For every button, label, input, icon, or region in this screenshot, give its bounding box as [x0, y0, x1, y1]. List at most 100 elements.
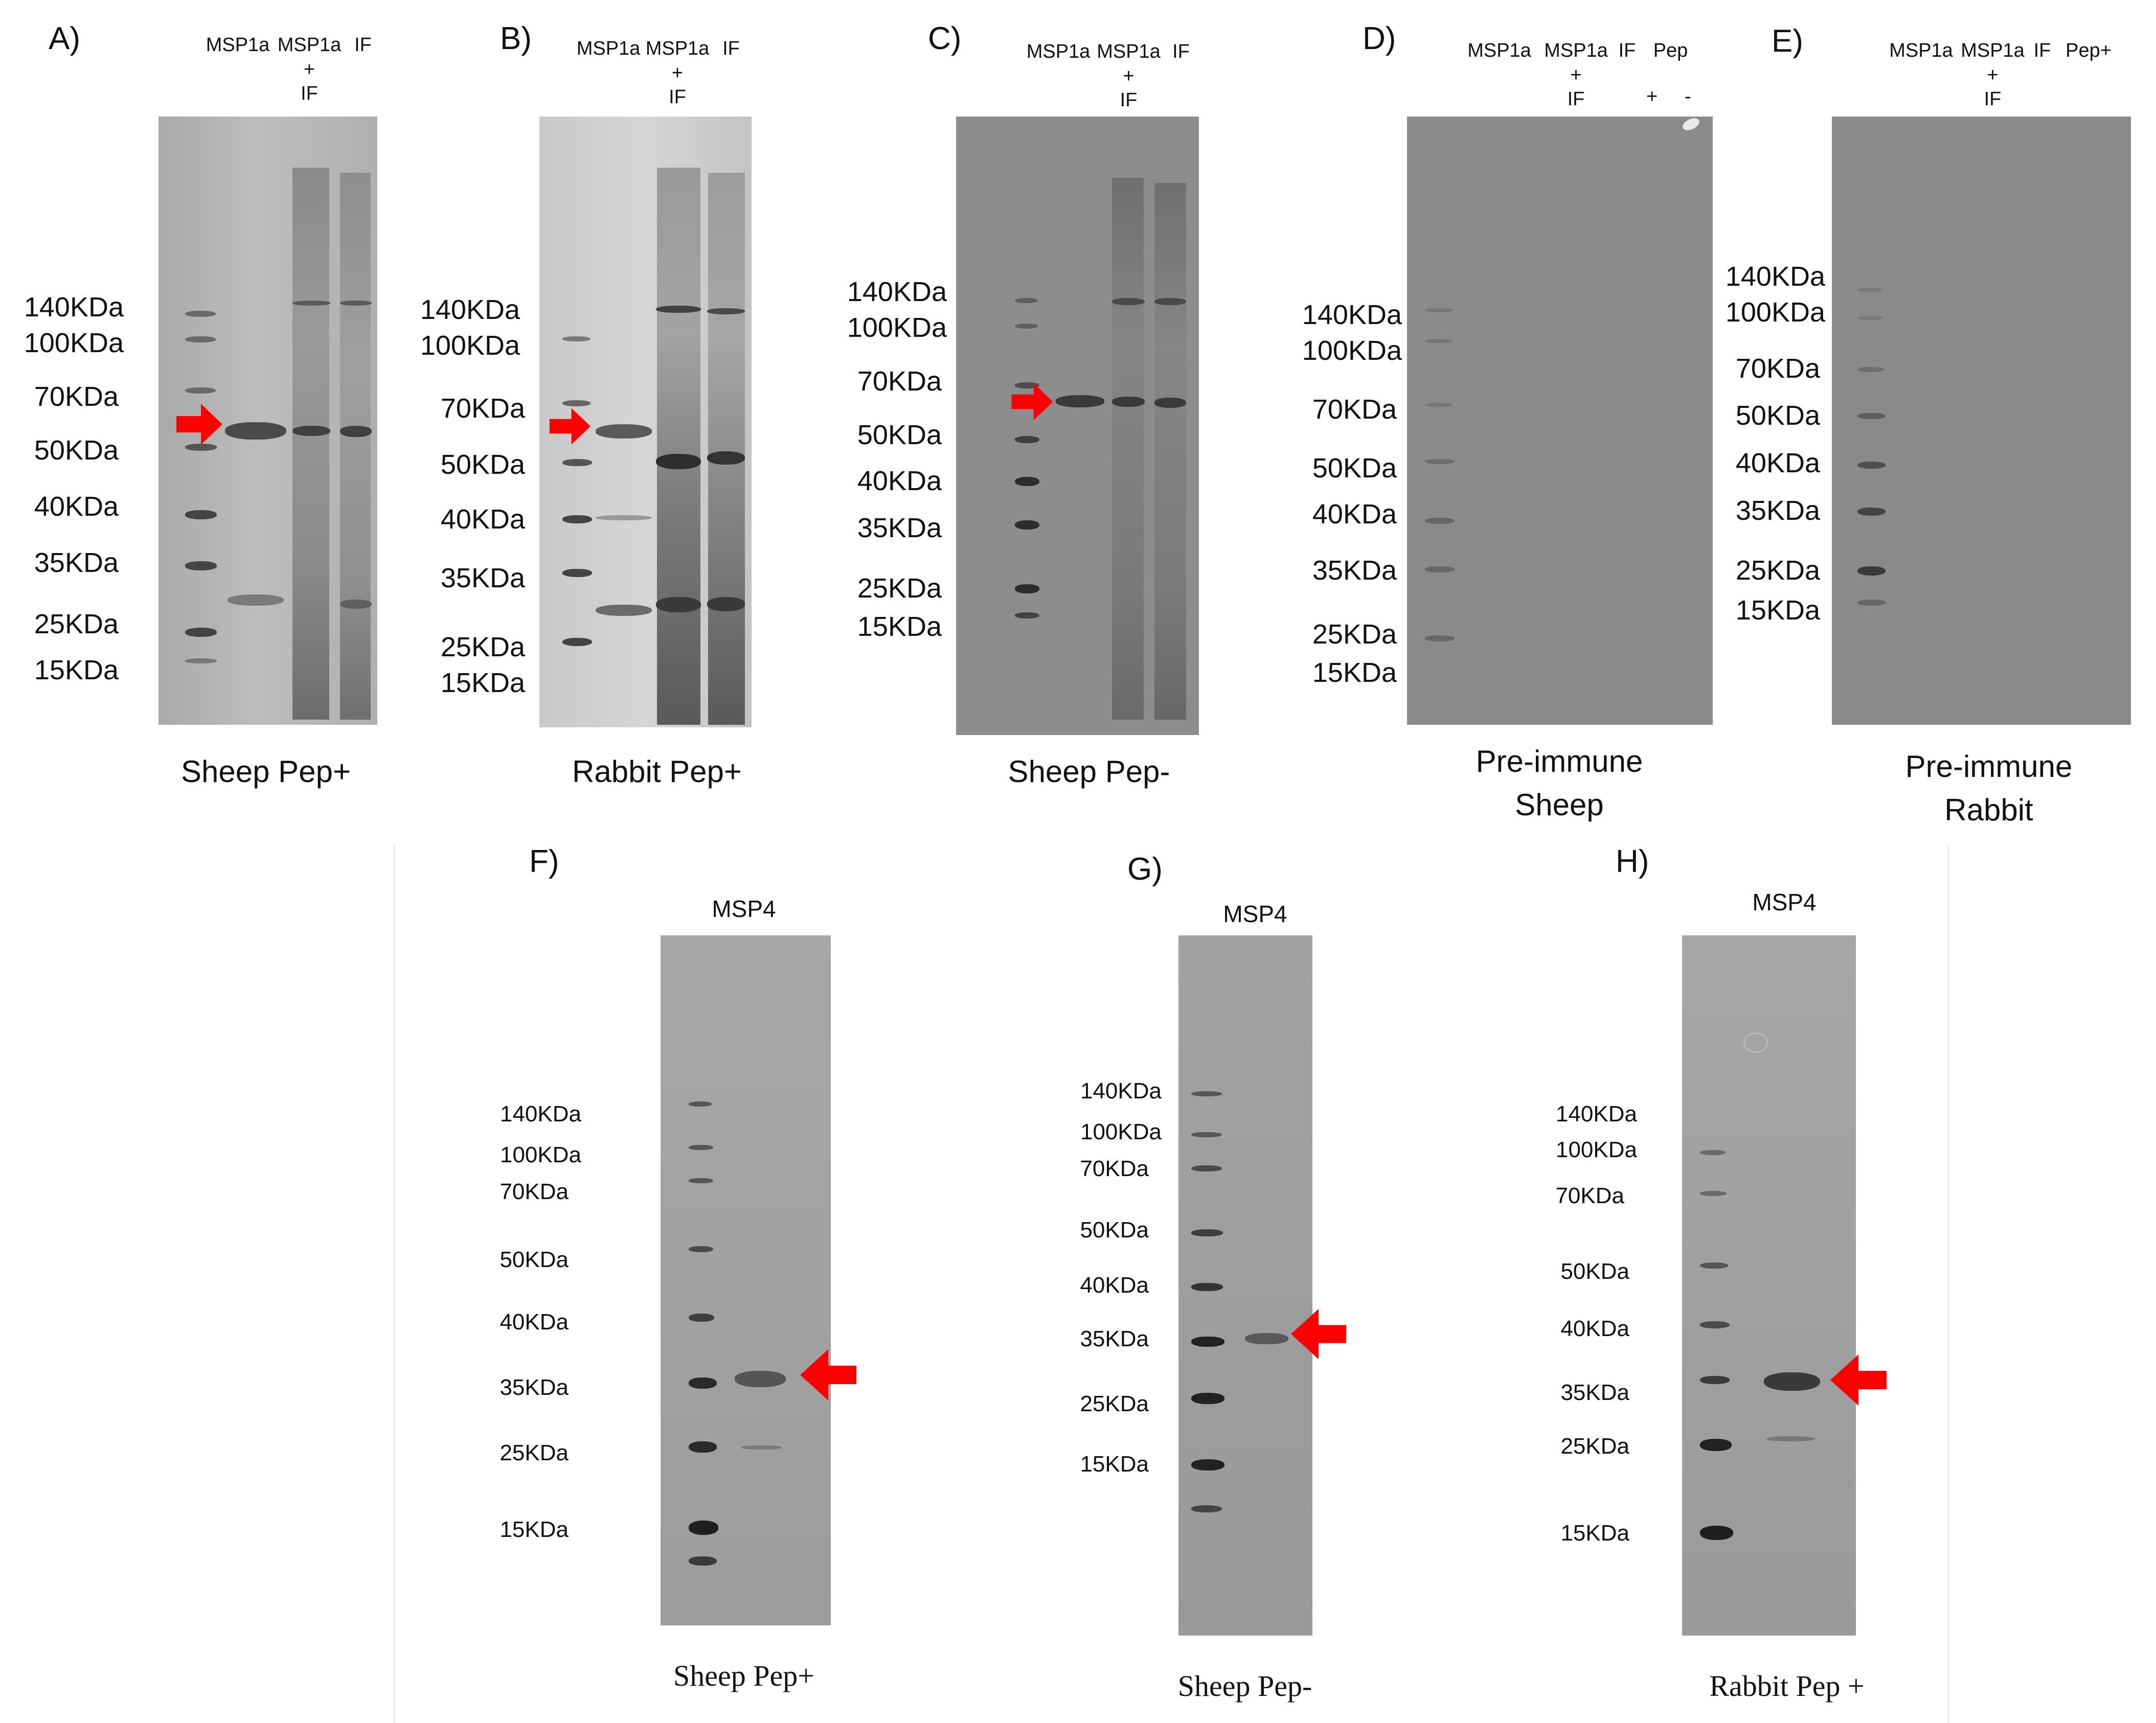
- panel-letter: B): [500, 21, 532, 56]
- panel-letter: H): [1616, 844, 1649, 879]
- lane-label: MSP1a: [576, 38, 641, 59]
- mw-marker-label: 25KDa: [500, 1440, 569, 1465]
- mw-marker-label: 15KDa: [857, 611, 942, 642]
- lane-label: IF: [1172, 41, 1190, 62]
- lane-label: MSP4: [712, 895, 776, 922]
- mw-marker-label: 140KDa: [420, 294, 520, 325]
- mw-marker-label: 100KDa: [1302, 335, 1402, 366]
- mw-marker-label: 40KDa: [857, 466, 942, 496]
- panel-letter: A): [49, 21, 80, 56]
- panel-caption: Sheep Pep-: [1177, 1669, 1312, 1703]
- mw-marker-label: 100KDa: [847, 312, 947, 343]
- mw-marker-label: 25KDa: [1560, 1434, 1629, 1459]
- mw-marker-label: 15KDa: [1560, 1521, 1629, 1546]
- mw-marker-label: 70KDa: [857, 366, 942, 397]
- mw-marker-label: 70KDa: [1735, 353, 1820, 384]
- mw-marker-label: 15KDa: [440, 668, 525, 698]
- mw-marker-label: 25KDa: [440, 632, 525, 662]
- panel-letter: E): [1772, 24, 1803, 59]
- mw-marker-label: 100KDa: [1725, 297, 1825, 328]
- panel-caption: Sheep Pep+: [673, 1659, 814, 1692]
- blot-image: [956, 117, 1199, 735]
- mw-marker-label: 15KDa: [1312, 657, 1397, 688]
- lane-label: MSP4: [1752, 889, 1817, 915]
- mw-marker-label: 140KDa: [847, 277, 947, 307]
- mw-marker-label: 140KDa: [1302, 300, 1402, 330]
- blot-image: [1832, 117, 2131, 725]
- mw-marker-label: 70KDa: [1080, 1156, 1149, 1181]
- mw-marker-label: 25KDa: [34, 609, 119, 639]
- lane-label: MSP1a: [1026, 41, 1091, 62]
- panel-caption: Rabbit Pep+: [572, 754, 742, 789]
- pep-minus-label: -: [1685, 86, 1691, 107]
- mw-marker-label: 70KDa: [34, 381, 119, 412]
- mw-marker-label: 40KDa: [440, 504, 525, 535]
- panel-caption: Sheep Pep-: [1008, 754, 1170, 789]
- mw-marker-label: 15KDa: [34, 655, 119, 685]
- blot-image: [1178, 935, 1312, 1636]
- lane-label: MSP1a + IF: [1097, 41, 1161, 111]
- lane-label: MSP4: [1223, 901, 1287, 927]
- mw-marker-label: 40KDa: [1312, 499, 1397, 530]
- blot-image: [661, 935, 831, 1625]
- lane-label: MSP1a + IF: [1544, 40, 1608, 110]
- mw-marker-label: 40KDa: [500, 1310, 569, 1335]
- panel-caption-line2: Sheep: [1515, 788, 1604, 822]
- red-arrow-icon: [800, 1349, 856, 1400]
- lane-label: MSP1a: [1467, 40, 1531, 61]
- mw-marker-label: 35KDa: [857, 513, 942, 543]
- panel-caption: Rabbit Pep +: [1709, 1669, 1865, 1703]
- panel-letter: F): [529, 844, 559, 879]
- mw-marker-label: 15KDa: [1735, 595, 1820, 626]
- divider: [394, 843, 395, 1723]
- divider: [1948, 843, 1949, 1723]
- mw-marker-label: 140KDa: [1725, 261, 1825, 292]
- mw-marker-label: 35KDa: [440, 563, 525, 593]
- mw-marker-label: 100KDa: [420, 330, 520, 361]
- mw-marker-label: 35KDa: [1735, 495, 1820, 526]
- panel-caption-line2: Rabbit: [1944, 793, 2033, 827]
- lane-label: IF: [722, 38, 740, 59]
- panel-caption-line1: Pre-immune: [1905, 749, 2073, 784]
- mw-marker-label: 50KDa: [1312, 453, 1397, 484]
- lane-label: IF: [354, 34, 372, 56]
- pep-plus-label: +: [1646, 86, 1658, 107]
- mw-marker-label: 40KDa: [34, 491, 119, 522]
- mw-marker-label: 70KDa: [1555, 1183, 1624, 1208]
- mw-marker-label: 140KDa: [1555, 1101, 1637, 1127]
- mw-marker-label: 25KDa: [1080, 1391, 1149, 1416]
- mw-marker-label: 70KDa: [440, 393, 525, 424]
- lane-label: MSP1a: [206, 34, 270, 56]
- mw-marker-label: 50KDa: [440, 449, 525, 480]
- mw-marker-label: 100KDa: [500, 1142, 581, 1167]
- mw-marker-label: 100KDa: [1555, 1137, 1637, 1162]
- mw-marker-label: 140KDa: [500, 1101, 581, 1127]
- mw-marker-label: 15KDa: [1080, 1452, 1149, 1477]
- panel-letter: D): [1363, 21, 1396, 56]
- mw-marker-label: 50KDa: [1080, 1217, 1149, 1243]
- mw-marker-label: 35KDa: [1560, 1380, 1629, 1405]
- lane-label: Pep: [1653, 40, 1688, 61]
- mw-marker-label: 35KDa: [500, 1375, 569, 1400]
- mw-marker-label: 40KDa: [1560, 1316, 1629, 1341]
- mw-marker-label: 50KDa: [500, 1247, 569, 1272]
- mw-marker-label: 25KDa: [1735, 555, 1820, 586]
- mw-marker-label: 25KDa: [857, 573, 942, 604]
- mw-marker-label: 50KDa: [34, 435, 119, 466]
- mw-marker-label: 15KDa: [500, 1517, 569, 1542]
- red-arrow-icon: [1291, 1308, 1346, 1360]
- panel-letter: G): [1127, 852, 1163, 887]
- lane-label: MSP1a + IF: [1961, 40, 2025, 110]
- blot-image: [1407, 117, 1713, 725]
- mw-marker-label: 70KDa: [1312, 394, 1397, 425]
- mw-marker-label: 140KDa: [24, 292, 124, 323]
- mw-marker-label: 35KDa: [34, 547, 119, 578]
- mw-marker-label: 100KDa: [1080, 1119, 1162, 1144]
- blot-image: [1682, 935, 1856, 1636]
- red-arrow-icon: [550, 408, 591, 445]
- panel-letter: C): [928, 21, 962, 56]
- mw-marker-label: 40KDa: [1735, 448, 1820, 478]
- red-arrow-icon: [176, 404, 222, 445]
- mw-marker-label: 35KDa: [1080, 1326, 1149, 1351]
- lane-label: MSP1a + IF: [277, 34, 342, 104]
